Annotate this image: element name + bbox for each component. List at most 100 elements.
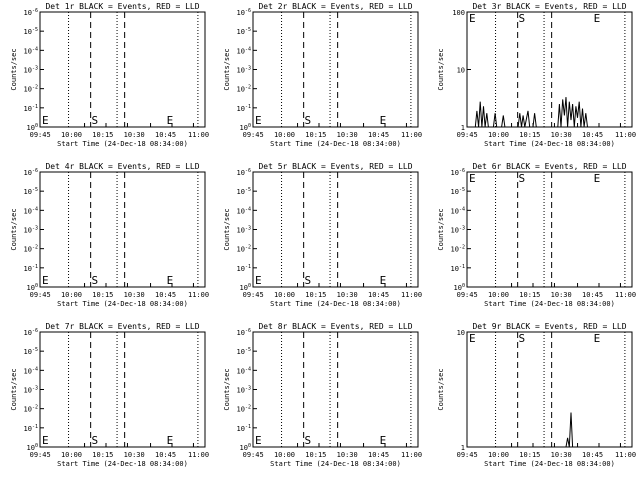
y-tick-label: 10-1 — [24, 424, 38, 433]
y-axis-label: Counts/sec — [223, 208, 231, 250]
y-tick-label: 10-4 — [237, 46, 251, 55]
x-tick-label: 10:45 — [582, 131, 603, 139]
y-axis-label: Counts/sec — [10, 208, 18, 250]
marker-s: S — [92, 274, 99, 287]
y-tick-label: 10-1 — [237, 264, 251, 273]
y-tick-label: 10-5 — [237, 347, 251, 356]
panel-title: Det 8r BLACK = Events, RED = LLD — [258, 322, 412, 331]
y-tick-label: 10-3 — [24, 386, 38, 395]
y-tick-label: 10-3 — [237, 66, 251, 75]
x-tick-label: 10:30 — [337, 291, 358, 299]
x-tick-label: 09:45 — [457, 451, 478, 459]
marker-e: E — [469, 172, 476, 185]
y-tick-label: 10-1 — [24, 264, 38, 273]
x-tick-label: 10:45 — [582, 291, 603, 299]
y-tick-label: 10-2 — [24, 245, 38, 254]
x-axis-label: Start Time (24-Dec-18 08:34:00) — [484, 140, 615, 148]
x-tick-label: 10:15 — [92, 131, 113, 139]
x-axis-label: Start Time (24-Dec-18 08:34:00) — [57, 460, 188, 468]
y-tick-label: 100 — [240, 283, 251, 292]
y-tick-label: 10-2 — [451, 245, 465, 254]
panel-title: Det 7r BLACK = Events, RED = LLD — [45, 322, 199, 331]
x-tick-label: 11:00 — [615, 451, 636, 459]
y-tick-label: 10-6 — [451, 168, 465, 177]
x-axis-label: Start Time (24-Dec-18 08:34:00) — [270, 460, 401, 468]
y-tick-label: 10-6 — [237, 168, 251, 177]
x-tick-label: 09:45 — [30, 291, 51, 299]
marker-e: E — [594, 172, 601, 185]
panel-title: Det 2r BLACK = Events, RED = LLD — [258, 2, 412, 11]
x-tick-label: 11:00 — [401, 451, 422, 459]
x-tick-label: 09:45 — [30, 131, 51, 139]
y-tick-label: 10-6 — [24, 8, 38, 17]
y-axis-label: Counts/sec — [10, 368, 18, 410]
x-axis-label: Start Time (24-Dec-18 08:34:00) — [484, 300, 615, 308]
x-tick-label: 10:15 — [305, 291, 326, 299]
y-tick-label: 10-3 — [237, 386, 251, 395]
y-tick-label: 10-2 — [237, 245, 251, 254]
x-tick-label: 11:00 — [188, 131, 209, 139]
y-axis-label: Counts/sec — [437, 208, 445, 250]
y-tick-label: 10-6 — [237, 8, 251, 17]
x-tick-label: 10:45 — [155, 451, 176, 459]
x-tick-label: 10:45 — [582, 451, 603, 459]
x-tick-label: 10:15 — [519, 291, 540, 299]
x-tick-label: 11:00 — [401, 131, 422, 139]
y-axis-label: Counts/sec — [10, 48, 18, 90]
x-tick-label: 10:30 — [124, 291, 145, 299]
y-tick-label: 10-6 — [24, 168, 38, 177]
marker-e: E — [255, 114, 262, 127]
x-tick-label: 10:45 — [368, 131, 389, 139]
marker-e: E — [380, 274, 387, 287]
marker-e: E — [167, 114, 174, 127]
marker-e: E — [167, 434, 174, 447]
marker-e: E — [167, 274, 174, 287]
y-tick-label: 10-5 — [24, 187, 38, 196]
marker-s: S — [305, 274, 312, 287]
panel-title: Det 6r BLACK = Events, RED = LLD — [472, 162, 626, 171]
x-tick-label: 10:15 — [519, 131, 540, 139]
y-tick-label: 10-4 — [451, 206, 465, 215]
marker-e: E — [469, 12, 476, 25]
x-tick-label: 10:00 — [61, 291, 82, 299]
x-tick-label: 10:15 — [305, 451, 326, 459]
marker-e: E — [255, 434, 262, 447]
panel-det-5: Det 5r BLACK = Events, RED = LLD E S E 09:45… — [223, 162, 422, 308]
y-tick-label: 10-5 — [24, 27, 38, 36]
x-tick-label: 10:00 — [488, 451, 509, 459]
plot-frame — [252, 171, 419, 288]
y-tick-label: 10-1 — [237, 424, 251, 433]
plot-frame — [39, 171, 206, 288]
plot-frame — [252, 331, 419, 448]
y-tick-label: 10-5 — [451, 187, 465, 196]
y-tick-label: 10-4 — [237, 206, 251, 215]
marker-e: E — [594, 332, 601, 345]
plot-frame — [466, 11, 633, 128]
x-tick-label: 09:45 — [457, 291, 478, 299]
y-tick-label: 10-3 — [24, 226, 38, 235]
y-tick-label: 10-4 — [24, 206, 38, 215]
marker-e: E — [42, 274, 49, 287]
panel-det-4: Det 4r BLACK = Events, RED = LLD E S E 09:45… — [10, 162, 209, 308]
y-tick-label: 100 — [27, 283, 38, 292]
y-tick-label: 10-3 — [24, 66, 38, 75]
y-tick-label: 100 — [240, 123, 251, 132]
plot-frame — [466, 331, 633, 448]
y-tick-label: 1 — [461, 444, 465, 452]
panel-title: Det 5r BLACK = Events, RED = LLD — [258, 162, 412, 171]
y-tick-label: 10 — [457, 67, 465, 75]
y-tick-label: 10-4 — [24, 46, 38, 55]
x-tick-label: 11:00 — [188, 451, 209, 459]
x-tick-label: 10:15 — [92, 291, 113, 299]
y-axis-label: Counts/sec — [223, 368, 231, 410]
panel-title: Det 3r BLACK = Events, RED = LLD — [472, 2, 626, 11]
y-tick-label: 100 — [452, 9, 465, 17]
x-tick-label: 10:30 — [551, 291, 572, 299]
x-axis-label: Start Time (24-Dec-18 08:34:00) — [57, 300, 188, 308]
y-tick-label: 10-1 — [24, 104, 38, 113]
marker-s: S — [305, 434, 312, 447]
x-tick-label: 10:45 — [155, 131, 176, 139]
marker-e: E — [42, 434, 49, 447]
